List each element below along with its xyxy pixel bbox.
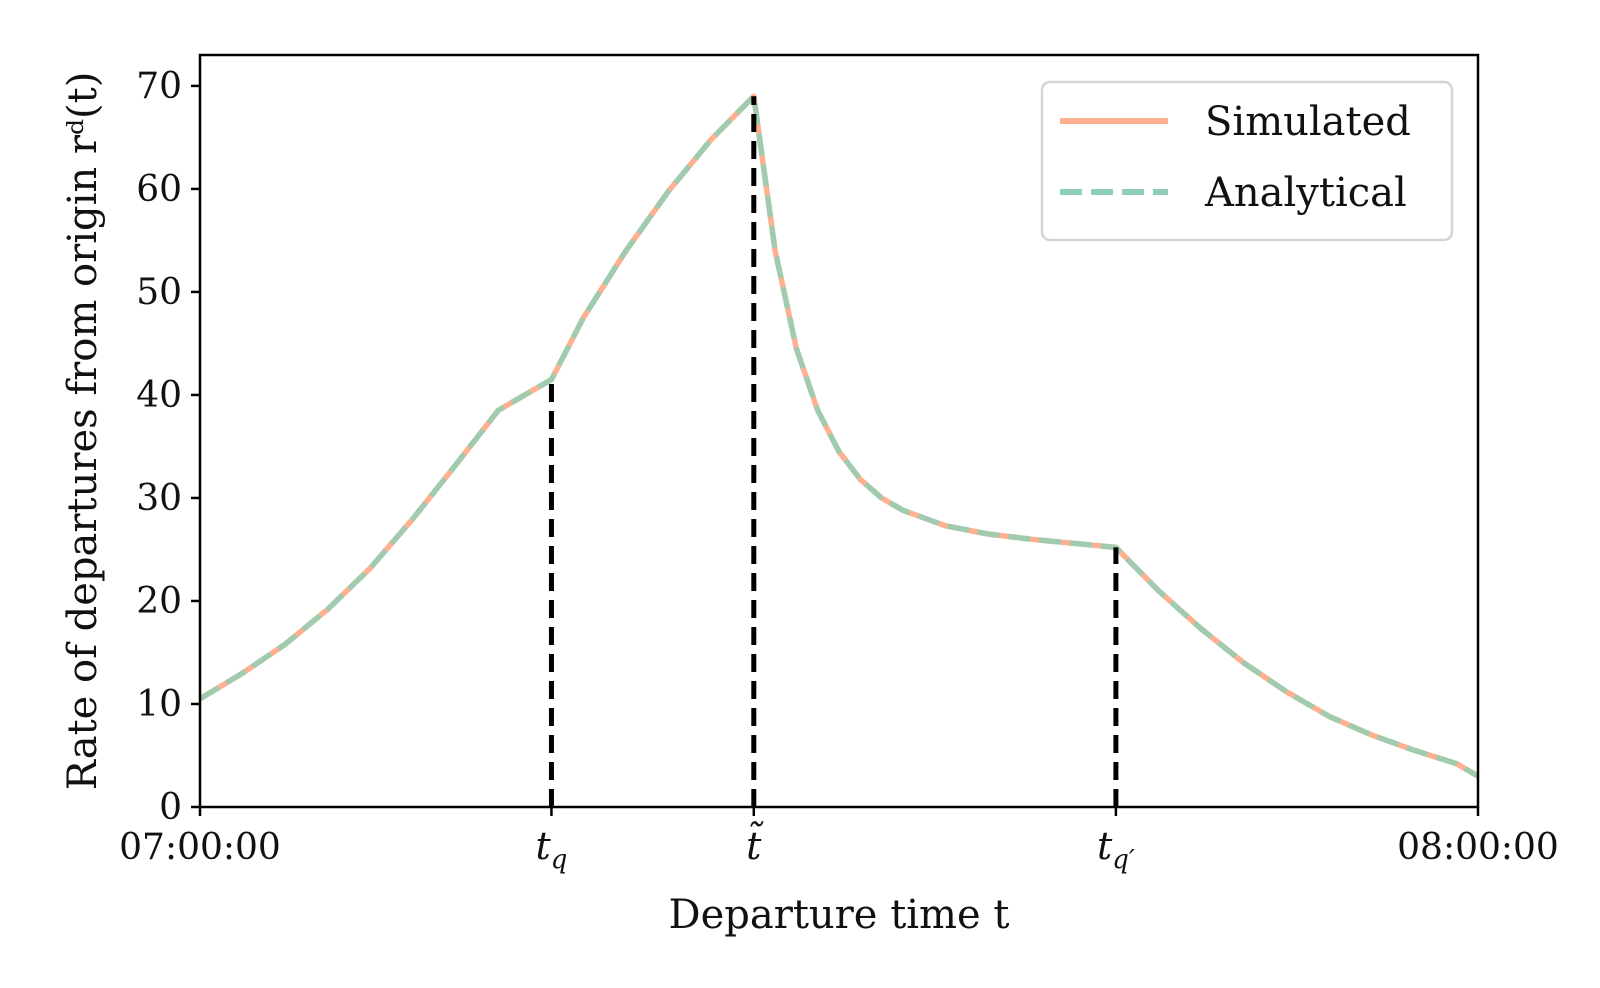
legend-label-analytical: Analytical xyxy=(1204,170,1407,216)
x-tick-label-marker: tq′ xyxy=(1097,824,1135,875)
y-tick-label: 10 xyxy=(136,684,182,725)
x-tick-label: 08:00:00 xyxy=(1397,827,1559,868)
y-tick-label: 20 xyxy=(136,581,182,622)
legend: Simulated Analytical xyxy=(1040,80,1454,242)
x-tick-label: 07:00:00 xyxy=(119,827,281,868)
y-tick-label: 70 xyxy=(136,66,182,107)
series-line-analytical xyxy=(198,93,1480,779)
x-axis: 07:00:00 tq t̃ tq′ 08:00:00 xyxy=(119,807,1559,875)
y-axis: 0 10 20 30 40 50 60 70 xyxy=(136,66,200,828)
y-tick-label: 50 xyxy=(136,272,182,313)
y-axis-title: Rate of departures from origin rᵈ(t) xyxy=(60,72,106,791)
plot-frame xyxy=(198,53,1480,809)
x-axis-title: Departure time t xyxy=(669,892,1010,938)
plot-area xyxy=(198,93,1480,807)
x-tick-label-marker: t̃ xyxy=(746,821,764,868)
x-tick-label-marker: tq xyxy=(535,824,567,875)
y-tick-label: 0 xyxy=(159,787,182,828)
y-tick-label: 30 xyxy=(136,478,182,519)
y-tick-label: 40 xyxy=(136,375,182,416)
legend-label-simulated: Simulated xyxy=(1205,99,1411,145)
y-tick-label: 60 xyxy=(136,169,182,210)
